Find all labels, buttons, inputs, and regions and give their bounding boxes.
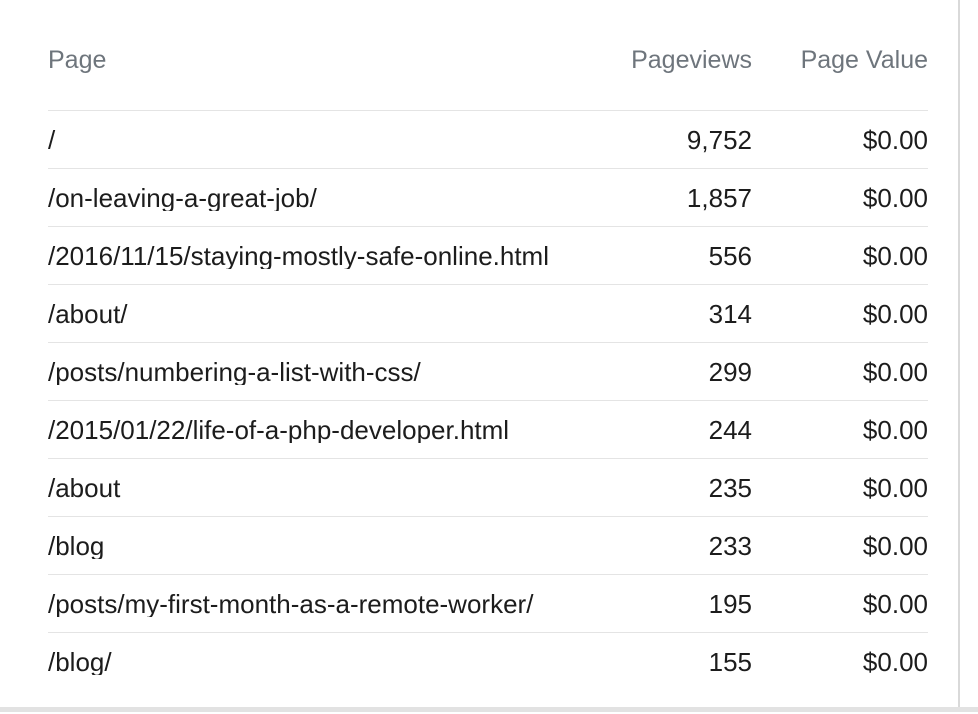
page-cell: /posts/my-first-month-as-a-remote-worker… [48,590,534,617]
page-cell: /about [48,474,121,501]
table-header-row: Page Pageviews Page Value [48,0,928,110]
table-row: /about 235 $0.00 [48,458,928,516]
table-row: /2016/11/15/staying-mostly-safe-online.h… [48,226,928,284]
page-cell: /2016/11/15/staying-mostly-safe-online.h… [48,242,549,269]
page-value-cell: $0.00 [862,646,928,677]
column-header-pageviews[interactable]: Pageviews [631,45,752,74]
table-row: /blog 233 $0.00 [48,516,928,574]
page-cell: /about/ [48,300,128,327]
column-header-page[interactable]: Page [48,47,107,73]
page-value-cell: $0.00 [862,240,928,271]
page-cell: /blog/ [48,648,112,675]
pageviews-cell: 299 [708,356,752,387]
report-card: Page Pageviews Page Value / 9,752 $0.00 … [48,0,960,707]
page-value-cell: $0.00 [862,124,928,155]
table-row: / 9,752 $0.00 [48,110,928,168]
pageviews-cell: 195 [708,588,752,619]
page-value-cell: $0.00 [862,472,928,503]
page-cell: /blog [48,532,105,559]
pageviews-cell: 9,752 [686,124,752,155]
pageviews-cell: 235 [708,472,752,503]
page-cell: /2015/01/22/life-of-a-php-developer.html [48,416,510,443]
pageviews-cell: 233 [708,530,752,561]
table-row: /about/ 314 $0.00 [48,284,928,342]
page-value-cell: $0.00 [862,414,928,445]
page-value-cell: $0.00 [862,298,928,329]
pages-report-table: Page Pageviews Page Value / 9,752 $0.00 … [48,0,928,690]
page-cell: /on-leaving-a-great-job/ [48,184,317,211]
card-bottom-edge [0,707,978,712]
table-body: / 9,752 $0.00 /on-leaving-a-great-job/ 1… [48,110,928,690]
page-value-cell: $0.00 [862,356,928,387]
page-cell: /posts/numbering-a-list-with-css/ [48,358,421,385]
page-value-cell: $0.00 [862,588,928,619]
pageviews-cell: 155 [708,646,752,677]
table-row: /2015/01/22/life-of-a-php-developer.html… [48,400,928,458]
page-cell: / [48,126,56,153]
table-row: /posts/my-first-month-as-a-remote-worker… [48,574,928,632]
pageviews-cell: 244 [708,414,752,445]
column-header-page-value[interactable]: Page Value [800,45,928,74]
page-value-cell: $0.00 [862,182,928,213]
table-row: /on-leaving-a-great-job/ 1,857 $0.00 [48,168,928,226]
pageviews-cell: 556 [708,240,752,271]
table-row: /blog/ 155 $0.00 [48,632,928,690]
table-row: /posts/numbering-a-list-with-css/ 299 $0… [48,342,928,400]
pageviews-cell: 314 [708,298,752,329]
pageviews-cell: 1,857 [686,182,752,213]
page-value-cell: $0.00 [862,530,928,561]
